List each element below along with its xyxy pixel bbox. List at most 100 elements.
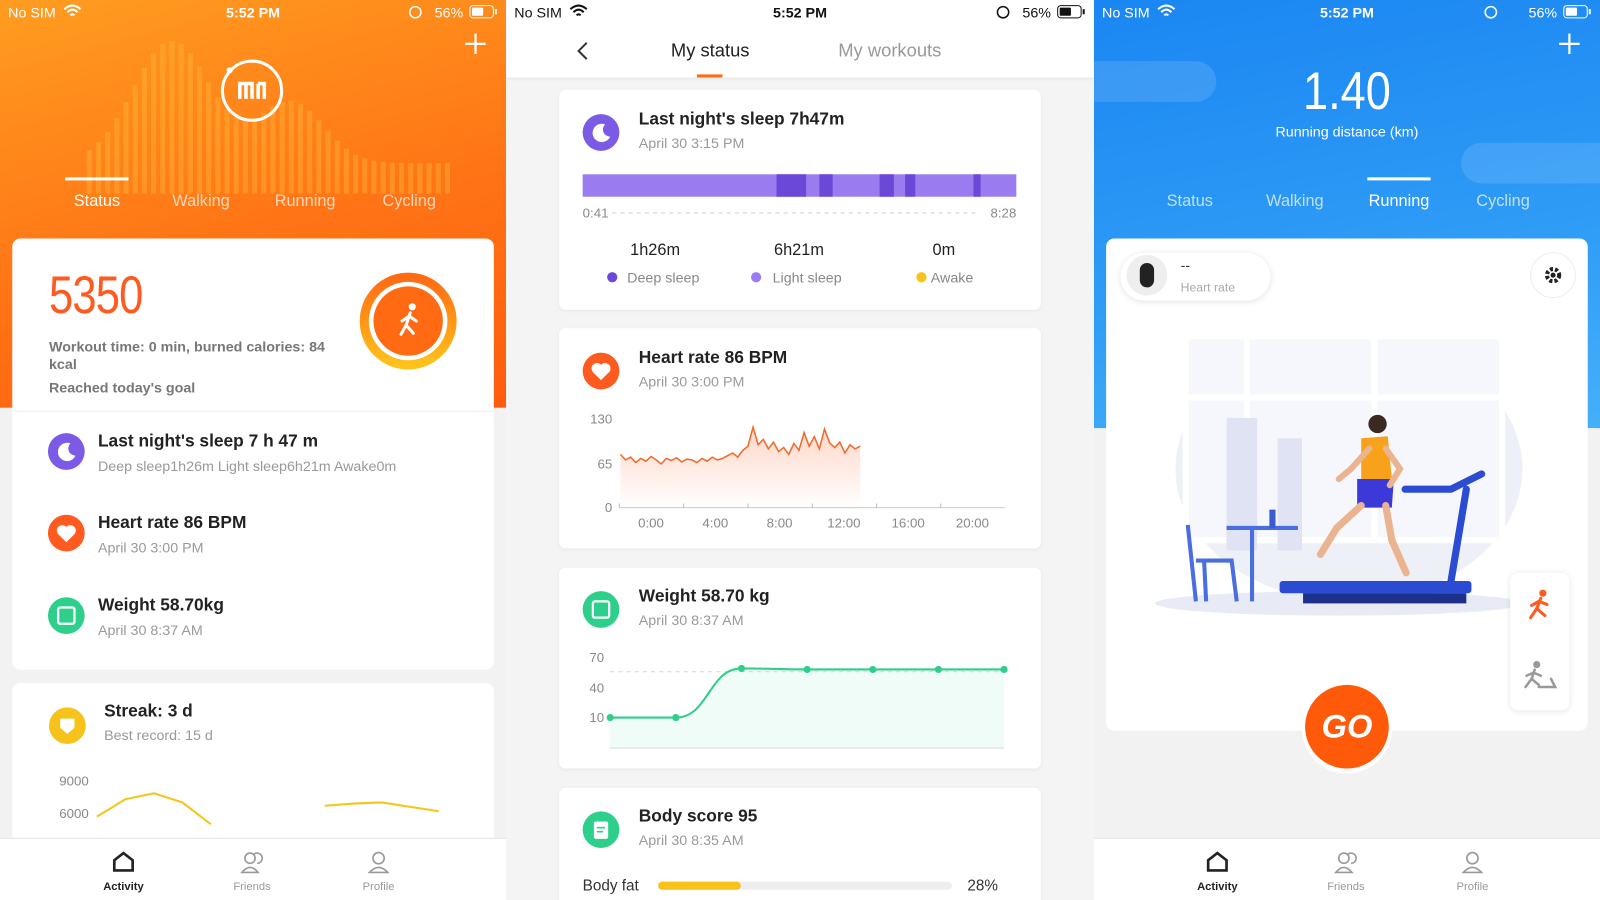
sleep-stat-label: Awake <box>930 269 974 286</box>
step-count: 5350 <box>48 266 143 326</box>
nav-label[interactable]: Profile <box>1456 880 1489 893</box>
friend-head <box>1337 852 1350 865</box>
middle-screen: No SIM 5:52 PM 56% My status My workouts Last… <box>506 0 1094 900</box>
nav-label[interactable]: Friends <box>233 880 271 893</box>
weight-chart <box>606 664 1008 749</box>
tab[interactable]: My workouts <box>838 40 942 61</box>
decor-bar <box>160 44 166 194</box>
workout-summary: Workout time: 0 min, burned calories: 84… <box>48 338 325 373</box>
tab[interactable]: Cycling <box>382 192 436 210</box>
card-title: Body score 95 <box>638 806 758 826</box>
battery-percent: 56% <box>434 4 464 21</box>
settings-button <box>1530 252 1577 299</box>
shield <box>60 718 75 734</box>
tab[interactable]: Status <box>1166 192 1213 210</box>
card <box>559 328 1041 549</box>
friend-head <box>244 852 256 865</box>
metric-label: Body fat <box>582 877 639 895</box>
decor-bar <box>279 102 285 194</box>
sleep-stat-label: Deep sleep <box>627 269 700 286</box>
decor-bar <box>270 106 276 194</box>
x-tick-label: 8:00 <box>766 515 793 531</box>
x-tick-label: 12:00 <box>827 515 861 531</box>
card-icon <box>582 352 620 390</box>
friend-back <box>1347 852 1357 865</box>
decor-bar <box>132 84 138 194</box>
nav-label[interactable]: Activity <box>103 880 144 893</box>
tab[interactable]: Walking <box>172 192 230 210</box>
legend-dot <box>751 272 762 283</box>
logo-ring <box>220 59 284 122</box>
go-button[interactable]: GO <box>1321 707 1373 745</box>
decor-bar <box>86 150 92 194</box>
decor-bar <box>426 163 432 194</box>
decor-bar <box>444 163 451 194</box>
decor-bar <box>123 102 129 194</box>
runner-arms <box>1335 445 1404 489</box>
moon <box>57 442 76 462</box>
decor-bar <box>206 82 212 194</box>
lock-ring <box>996 5 1010 19</box>
home-icon <box>1206 851 1228 872</box>
table <box>1226 525 1298 602</box>
walker-head <box>408 303 416 311</box>
moon <box>592 123 611 143</box>
card-icon <box>582 811 620 849</box>
chair <box>1185 524 1239 602</box>
item-subtitle: April 30 3:00 PM <box>97 539 204 556</box>
decor-bar <box>141 67 147 194</box>
tab[interactable]: Cycling <box>1476 192 1530 210</box>
card-icon <box>47 433 85 470</box>
x-tick-label: 4:00 <box>702 515 729 531</box>
weight-point <box>737 664 746 673</box>
nav-label[interactable]: Activity <box>1197 880 1238 893</box>
tab[interactable]: Status <box>73 192 121 210</box>
tab[interactable]: Walking <box>1266 192 1324 210</box>
decor-bar <box>389 162 395 194</box>
distance-value: 1.40 <box>1303 62 1391 122</box>
heart-chart <box>618 424 1006 509</box>
x-tick-label: 20:00 <box>955 515 990 531</box>
gear-hole <box>1550 272 1556 278</box>
tab[interactable]: Running <box>274 192 336 210</box>
decor-bar <box>297 103 304 194</box>
item-title[interactable]: Last night's sleep 7 h 47 m <box>97 431 319 451</box>
walker-body <box>399 311 418 336</box>
deep-sleep-band <box>973 174 981 197</box>
decor-bar <box>95 142 102 194</box>
card <box>559 89 1041 310</box>
decor-bar <box>408 163 414 194</box>
card <box>559 787 1041 900</box>
runner-head <box>1368 414 1387 434</box>
tab[interactable]: Running <box>1368 192 1430 210</box>
sleep-stat-value: 1h26m <box>630 241 681 259</box>
battery-level <box>471 7 484 16</box>
x-tick-label: 16:00 <box>891 515 925 531</box>
nav-icon <box>1461 851 1484 874</box>
item-title[interactable]: Weight 58.70kg <box>97 595 224 615</box>
battery-case <box>1057 5 1082 19</box>
lock-icon <box>996 5 1010 19</box>
y-tick-label: 70 <box>589 649 605 666</box>
legend-dot <box>916 272 927 283</box>
building <box>1277 438 1303 551</box>
decor-bar <box>307 110 313 194</box>
tab[interactable]: My status <box>670 40 750 61</box>
cloud <box>1461 142 1600 184</box>
item-title[interactable]: Heart rate 86 BPM <box>97 512 247 533</box>
legend-dot <box>607 272 618 283</box>
runner-shorts <box>1357 479 1394 508</box>
card <box>559 567 1041 769</box>
battery-case <box>1563 5 1588 19</box>
nav-label[interactable]: Profile <box>362 880 395 893</box>
nav-label[interactable]: Friends <box>1327 880 1365 893</box>
logo-dot <box>226 67 233 74</box>
y-tick-label: 6000 <box>59 805 89 822</box>
sleep-start: 0:41 <box>582 205 609 221</box>
icon-head <box>1533 660 1541 669</box>
go-shadow <box>1302 683 1392 774</box>
decor-bar <box>362 158 368 194</box>
x-tick-label: 0:00 <box>638 515 664 531</box>
battery-level <box>1059 7 1071 16</box>
decor-bar <box>224 109 230 194</box>
